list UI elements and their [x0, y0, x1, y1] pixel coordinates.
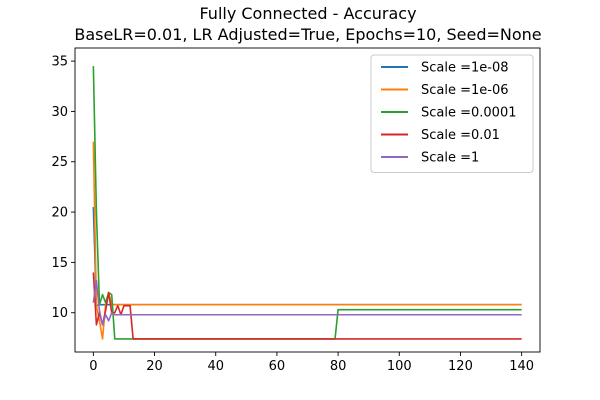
x-tick-label: 100 [387, 359, 412, 374]
y-tick-label: 35 [51, 55, 68, 70]
series-group [92, 66, 522, 340]
x-tick-label: 120 [448, 359, 473, 374]
y-tick-label: 20 [51, 206, 68, 221]
x-tick-label: 20 [146, 359, 163, 374]
y-tick-label: 25 [51, 155, 68, 170]
legend-label: Scale =1 [421, 151, 479, 166]
y-tick-label: 10 [51, 306, 68, 321]
plot-area: 0 20 40 60 80 100 120 140 10 15 20 25 30 35 Scale =1e-… [51, 47, 541, 374]
legend-label: Scale =0.01 [421, 128, 500, 143]
series-line-1 [92, 207, 522, 307]
legend: Scale =1e-08 Scale =1e-06 Scale =0.0001 Sca… [370, 54, 534, 173]
legend-label: Scale =0.0001 [421, 106, 517, 121]
legend-box [370, 54, 534, 173]
y-tick-label: 30 [51, 105, 68, 120]
x-tick-label: 60 [269, 359, 286, 374]
x-tick-label: 80 [330, 359, 347, 374]
axes-frame [74, 47, 541, 353]
chart-title: Fully Connected - Accuracy [199, 4, 416, 23]
x-tick-label: 140 [509, 359, 534, 374]
y-tick-label: 15 [51, 256, 68, 271]
x-tick-label: 0 [89, 359, 97, 374]
series-line-4 [92, 272, 522, 340]
legend-label: Scale =1e-06 [421, 83, 509, 98]
series-line-5 [92, 279, 522, 326]
legend-label: Scale =1e-08 [421, 61, 509, 76]
x-tick-label: 40 [207, 359, 224, 374]
chart-subtitle: BaseLR=0.01, LR Adjusted=True, Epochs=10… [74, 25, 541, 44]
